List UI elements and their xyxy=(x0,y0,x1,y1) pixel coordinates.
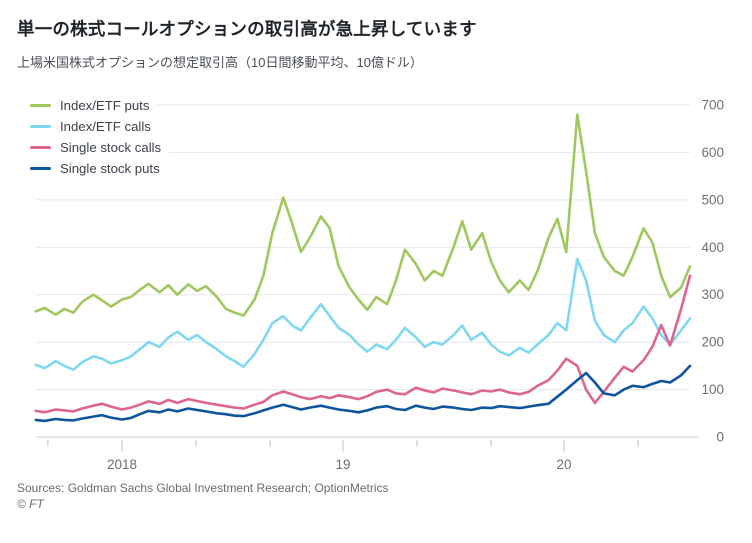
series-line-index-etf-calls xyxy=(34,257,692,372)
legend-swatch-icon xyxy=(30,124,51,129)
legend-label: Single stock calls xyxy=(60,140,162,155)
series-line-single-stock-puts xyxy=(34,364,692,423)
legend-label: Index/ETF puts xyxy=(60,98,150,113)
y-axis-label: 100 xyxy=(701,382,724,397)
y-axis-label: 400 xyxy=(701,240,724,255)
legend-item-index-etf-puts: Index/ETF puts xyxy=(30,97,158,114)
chart-title: 単一の株式コールオプションの取引高が急上昇しています xyxy=(17,19,477,39)
x-axis-label: 20 xyxy=(556,457,571,472)
y-axis-label: 700 xyxy=(701,98,724,113)
legend-item-index-etf-calls: Index/ETF calls xyxy=(30,118,159,135)
x-axis-label: 2018 xyxy=(107,457,137,472)
x-axis-label: 19 xyxy=(335,457,350,472)
legend-swatch-icon xyxy=(30,166,51,171)
y-axis-label: 0 xyxy=(716,430,724,445)
y-axis-label: 200 xyxy=(701,335,724,350)
legend-swatch-icon xyxy=(30,145,51,150)
legend-item-single-stock-calls: Single stock calls xyxy=(30,139,170,156)
legend-label: Index/ETF calls xyxy=(60,119,151,134)
chart-subtitle: 上場米国株式オプションの想定取引高（10日間移動平均、10億ドル） xyxy=(17,55,423,70)
y-axis-label: 500 xyxy=(701,192,724,207)
y-axis-label: 300 xyxy=(701,287,724,302)
y-axis-label: 600 xyxy=(701,145,724,160)
sources-note: Sources: Goldman Sachs Global Investment… xyxy=(17,481,389,495)
legend-item-single-stock-puts: Single stock puts xyxy=(30,160,168,177)
chart-footer: Sources: Goldman Sachs Global Investment… xyxy=(17,481,389,511)
series-line-index-etf-puts xyxy=(34,113,692,317)
legend-swatch-icon xyxy=(30,103,51,108)
legend-label: Single stock puts xyxy=(60,161,160,176)
ft-copyright: © FT xyxy=(17,497,44,511)
chart-legend: Index/ETF puts Index/ETF calls Single stoc… xyxy=(30,97,170,181)
